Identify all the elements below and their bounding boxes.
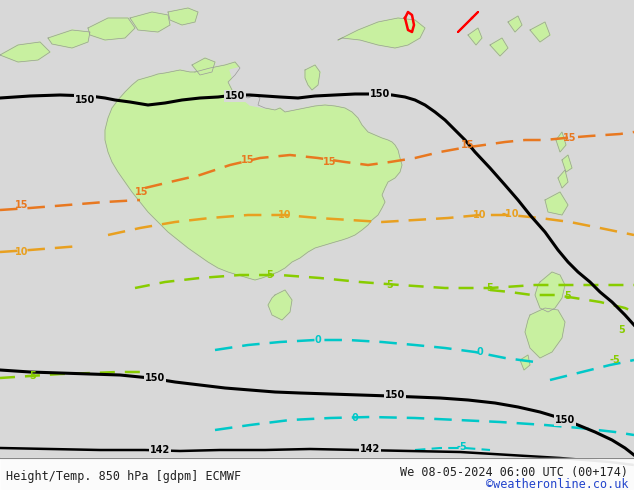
Polygon shape bbox=[468, 28, 482, 45]
Polygon shape bbox=[230, 65, 280, 108]
Polygon shape bbox=[535, 272, 565, 312]
Polygon shape bbox=[0, 458, 634, 490]
Text: 15: 15 bbox=[15, 200, 29, 210]
Polygon shape bbox=[545, 192, 568, 215]
Text: 150: 150 bbox=[385, 390, 405, 400]
Text: 150: 150 bbox=[370, 89, 390, 99]
Text: 142: 142 bbox=[150, 445, 170, 455]
Polygon shape bbox=[490, 38, 508, 56]
Text: 15: 15 bbox=[563, 133, 577, 143]
Polygon shape bbox=[305, 65, 320, 90]
Polygon shape bbox=[508, 16, 522, 32]
Text: 15: 15 bbox=[135, 187, 149, 197]
Text: 142: 142 bbox=[360, 444, 380, 454]
Polygon shape bbox=[130, 12, 170, 32]
Text: 0: 0 bbox=[477, 347, 483, 357]
Polygon shape bbox=[525, 308, 565, 358]
Text: -5: -5 bbox=[456, 442, 467, 452]
Text: 5: 5 bbox=[267, 270, 273, 280]
Text: 15: 15 bbox=[462, 140, 475, 150]
Polygon shape bbox=[48, 30, 90, 48]
Text: 5: 5 bbox=[487, 283, 493, 293]
Polygon shape bbox=[558, 170, 568, 188]
Polygon shape bbox=[0, 42, 50, 62]
Polygon shape bbox=[520, 355, 530, 370]
Text: 150: 150 bbox=[75, 95, 95, 105]
Text: 15: 15 bbox=[323, 157, 337, 167]
Polygon shape bbox=[338, 18, 425, 48]
Text: 10: 10 bbox=[15, 247, 29, 257]
Text: 10: 10 bbox=[473, 210, 487, 220]
Text: 5: 5 bbox=[565, 291, 571, 301]
Text: 10: 10 bbox=[278, 210, 292, 220]
Polygon shape bbox=[105, 62, 402, 280]
Text: We 08-05-2024 06:00 UTC (00+174): We 08-05-2024 06:00 UTC (00+174) bbox=[400, 466, 628, 479]
Text: 0: 0 bbox=[314, 335, 321, 345]
Text: -5: -5 bbox=[27, 371, 37, 381]
Text: 150: 150 bbox=[225, 91, 245, 101]
Text: -5: -5 bbox=[610, 355, 621, 365]
Polygon shape bbox=[168, 8, 198, 25]
Text: 5: 5 bbox=[619, 325, 625, 335]
Text: 15: 15 bbox=[242, 155, 255, 165]
Text: ©weatheronline.co.uk: ©weatheronline.co.uk bbox=[486, 477, 628, 490]
Text: 150: 150 bbox=[145, 373, 165, 383]
Text: Height/Temp. 850 hPa [gdpm] ECMWF: Height/Temp. 850 hPa [gdpm] ECMWF bbox=[6, 469, 241, 483]
Text: -10: -10 bbox=[501, 209, 519, 219]
Polygon shape bbox=[530, 22, 550, 42]
Polygon shape bbox=[562, 155, 572, 172]
Polygon shape bbox=[88, 18, 135, 40]
Polygon shape bbox=[556, 132, 566, 152]
Text: 0: 0 bbox=[352, 413, 358, 423]
Polygon shape bbox=[268, 290, 292, 320]
Text: 5: 5 bbox=[387, 280, 393, 290]
Text: 150: 150 bbox=[555, 415, 575, 425]
Polygon shape bbox=[192, 58, 215, 75]
